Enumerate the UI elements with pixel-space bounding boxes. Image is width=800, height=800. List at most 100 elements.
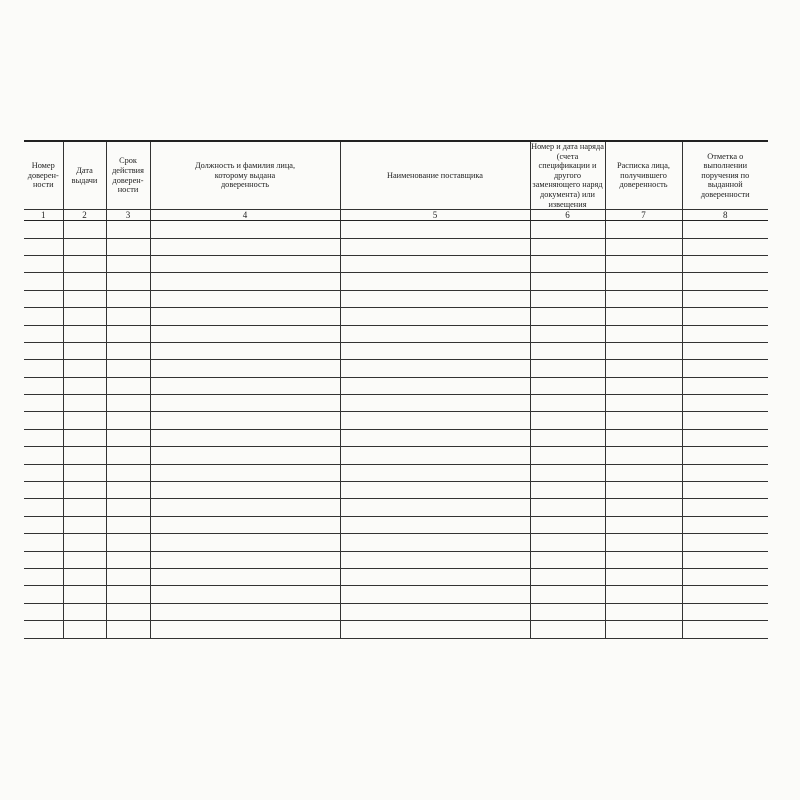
table-row: [24, 585, 768, 604]
empty-cell: [24, 481, 63, 500]
table-row: [24, 394, 768, 413]
empty-cell: [604, 220, 682, 239]
empty-cell: [62, 359, 106, 378]
empty-cell: [62, 498, 106, 517]
empty-cell: [149, 429, 340, 448]
empty-cell: [62, 533, 106, 552]
empty-cell: [339, 585, 530, 604]
empty-cell: [62, 411, 106, 430]
empty-cell: [24, 307, 63, 326]
table-row: [24, 359, 768, 378]
header-cell: Номер доверен-ности: [24, 140, 63, 211]
empty-cell: [149, 359, 340, 378]
empty-cell: [681, 255, 768, 274]
empty-cell: [339, 551, 530, 569]
empty-cell: [24, 220, 63, 239]
header-cell: Дата выдачи: [62, 140, 106, 211]
power-of-attorney-register-table: Номер доверен-ности Дата выдачи Срок дей…: [24, 140, 768, 639]
empty-cell: [105, 464, 150, 483]
empty-cell: [681, 446, 768, 465]
empty-cell: [604, 603, 682, 622]
table-row: [24, 307, 768, 326]
empty-cell: [149, 272, 340, 291]
empty-cell: [149, 342, 340, 361]
empty-cell: [149, 394, 340, 413]
empty-cell: [105, 568, 150, 587]
table-body: [24, 220, 768, 639]
empty-cell: [681, 307, 768, 326]
empty-cell: [604, 272, 682, 291]
column-number: 2: [62, 209, 106, 222]
empty-cell: [24, 377, 63, 396]
empty-cell: [105, 620, 150, 639]
empty-cell: [529, 446, 605, 465]
empty-cell: [105, 603, 150, 622]
table-row: [24, 429, 768, 448]
table-row: [24, 464, 768, 483]
empty-cell: [681, 394, 768, 413]
empty-cell: [62, 568, 106, 587]
empty-cell: [149, 446, 340, 465]
empty-cell: [681, 290, 768, 309]
empty-cell: [339, 411, 530, 430]
empty-cell: [604, 342, 682, 361]
empty-cell: [604, 568, 682, 587]
header-row: Номер доверен-ности Дата выдачи Срок дей…: [24, 140, 768, 211]
empty-cell: [62, 238, 106, 256]
empty-cell: [681, 377, 768, 396]
empty-cell: [529, 551, 605, 569]
empty-cell: [339, 603, 530, 622]
empty-cell: [529, 585, 605, 604]
empty-cell: [24, 429, 63, 448]
empty-cell: [24, 446, 63, 465]
empty-cell: [105, 307, 150, 326]
column-number: 7: [604, 209, 682, 222]
table-row: [24, 342, 768, 361]
empty-cell: [681, 220, 768, 239]
empty-cell: [105, 325, 150, 343]
empty-cell: [339, 359, 530, 378]
empty-cell: [24, 585, 63, 604]
empty-cell: [24, 325, 63, 343]
column-number: 6: [529, 209, 605, 222]
empty-cell: [681, 238, 768, 256]
empty-cell: [62, 446, 106, 465]
empty-cell: [149, 220, 340, 239]
empty-cell: [681, 603, 768, 622]
empty-cell: [604, 377, 682, 396]
empty-cell: [529, 255, 605, 274]
empty-cell: [529, 307, 605, 326]
empty-cell: [24, 411, 63, 430]
empty-cell: [62, 307, 106, 326]
table-row: [24, 603, 768, 622]
empty-cell: [24, 238, 63, 256]
header-cell: Срок действия доверен-ности: [105, 140, 150, 211]
empty-cell: [105, 238, 150, 256]
empty-cell: [681, 568, 768, 587]
table-row: [24, 220, 768, 239]
empty-cell: [24, 603, 63, 622]
empty-cell: [149, 411, 340, 430]
empty-cell: [105, 272, 150, 291]
empty-cell: [339, 377, 530, 396]
empty-cell: [24, 568, 63, 587]
empty-cell: [529, 620, 605, 639]
empty-cell: [105, 498, 150, 517]
empty-cell: [339, 464, 530, 483]
empty-cell: [339, 394, 530, 413]
empty-cell: [604, 533, 682, 552]
empty-cell: [62, 551, 106, 569]
table-row: [24, 498, 768, 517]
empty-cell: [105, 290, 150, 309]
empty-cell: [681, 481, 768, 500]
empty-cell: [529, 394, 605, 413]
empty-cell: [62, 220, 106, 239]
empty-cell: [681, 620, 768, 639]
empty-cell: [681, 498, 768, 517]
empty-cell: [604, 464, 682, 483]
empty-cell: [62, 377, 106, 396]
empty-cell: [149, 568, 340, 587]
empty-cell: [105, 342, 150, 361]
empty-cell: [339, 255, 530, 274]
empty-cell: [105, 533, 150, 552]
